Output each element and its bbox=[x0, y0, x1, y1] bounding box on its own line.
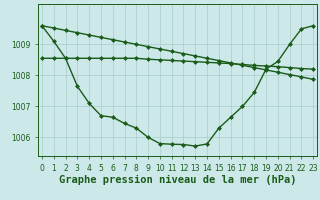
X-axis label: Graphe pression niveau de la mer (hPa): Graphe pression niveau de la mer (hPa) bbox=[59, 175, 296, 185]
